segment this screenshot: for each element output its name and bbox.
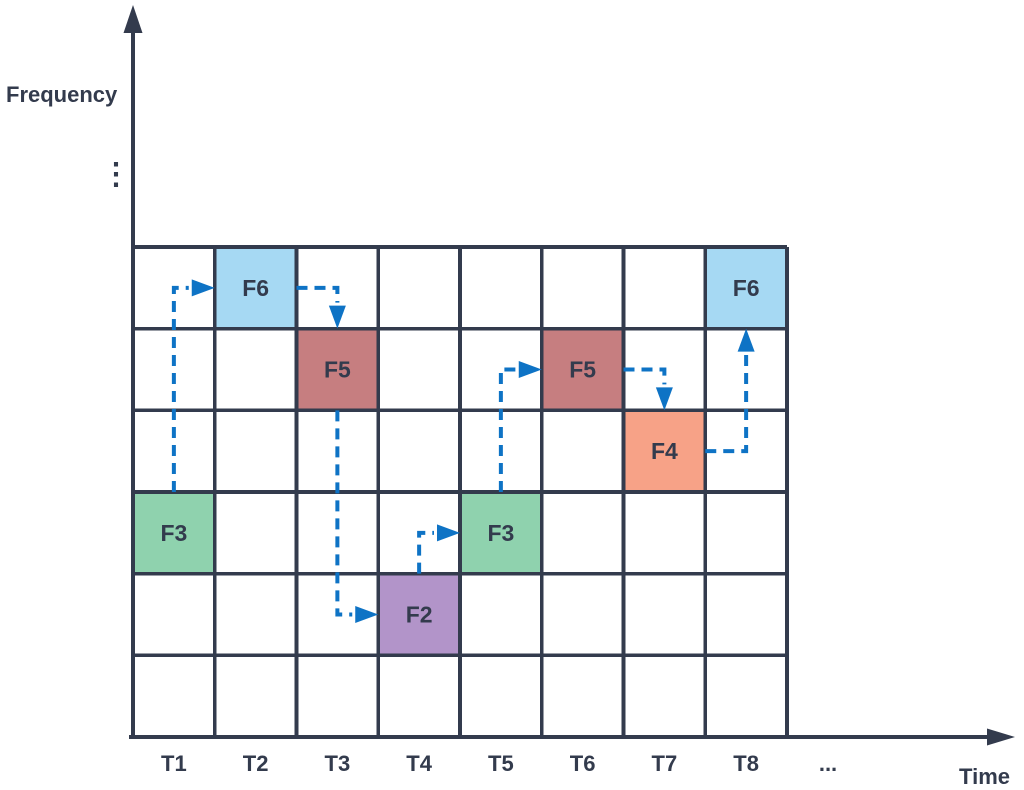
hop-cell-t3-f5: [296, 328, 379, 411]
hop-arrow-1: [171, 279, 215, 492]
y-axis: Frequency ⋮: [6, 5, 143, 739]
x-axis-arrowhead: [987, 728, 1015, 746]
hop-arrow-5: [498, 361, 542, 492]
hop-arrow-head: [437, 524, 460, 542]
time-tick-t2: T2: [243, 751, 269, 776]
x-axis: Time ...: [129, 728, 1015, 789]
hop-arrow-4: [417, 524, 460, 574]
hop-arrow-line: [296, 285, 340, 303]
x-axis-label: Time: [959, 764, 1010, 789]
time-tick-t5: T5: [488, 751, 514, 776]
hop-arrow-line: [705, 354, 749, 454]
hop-cell-labels-layer: F3 F6 F5 F2 F3 F5 F4 F6: [160, 275, 759, 628]
hop-arrow-head: [518, 361, 542, 378]
hop-cell-t8-f6: [705, 247, 787, 329]
hop-cell-label: F6: [733, 275, 760, 301]
hop-arrow-6: [623, 367, 673, 411]
hop-arrow-line: [335, 410, 353, 617]
time-tick-t3: T3: [325, 751, 351, 776]
hop-cell-label: F3: [160, 520, 187, 546]
y-axis-ellipsis: ⋮: [101, 158, 131, 191]
x-axis-ellipsis: ...: [819, 751, 837, 776]
hop-arrows-layer: [171, 279, 755, 623]
hop-arrow-head: [191, 279, 215, 297]
hop-arrow-line: [498, 367, 516, 492]
time-tick-t4: T4: [406, 751, 432, 776]
hop-cell-t7-f4: [623, 410, 706, 492]
time-tick-t6: T6: [570, 751, 596, 776]
hop-cell-t6-f5: [541, 328, 624, 411]
y-axis-arrowhead: [123, 5, 143, 33]
hop-arrow-head: [328, 305, 346, 329]
hop-cell-label: F3: [487, 520, 514, 546]
time-tick-t1: T1: [161, 751, 187, 776]
hop-arrow-head: [737, 328, 755, 352]
hop-cell-label: F5: [569, 357, 596, 383]
hop-arrow-line: [417, 530, 434, 574]
hop-cell-label: F6: [242, 275, 269, 301]
hop-arrow-2: [296, 285, 346, 329]
hop-cells-layer: [133, 247, 787, 656]
y-axis-label: Frequency: [6, 82, 118, 107]
hop-cell-t4-f2: [378, 573, 460, 656]
time-tick-labels-layer: T1 T2 T3 T4 T5 T6 T7 T8: [161, 751, 759, 776]
hop-cell-label: F4: [651, 438, 678, 464]
hop-arrow-head: [655, 387, 673, 411]
hop-arrow-line: [171, 285, 189, 492]
time-tick-t8: T8: [733, 751, 759, 776]
hop-arrow-head: [355, 606, 379, 623]
time-tick-t7: T7: [652, 751, 678, 776]
hop-cell-label: F2: [406, 602, 433, 628]
hop-cell-t2-f6: [214, 247, 297, 329]
hop-arrow-line: [623, 367, 667, 385]
hop-arrow-3: [335, 410, 379, 623]
hop-cell-t5-f3: [460, 492, 542, 574]
hop-arrow-7: [705, 328, 755, 454]
hop-cell-t1-f3: [133, 492, 215, 574]
hop-cell-label: F5: [324, 357, 351, 383]
